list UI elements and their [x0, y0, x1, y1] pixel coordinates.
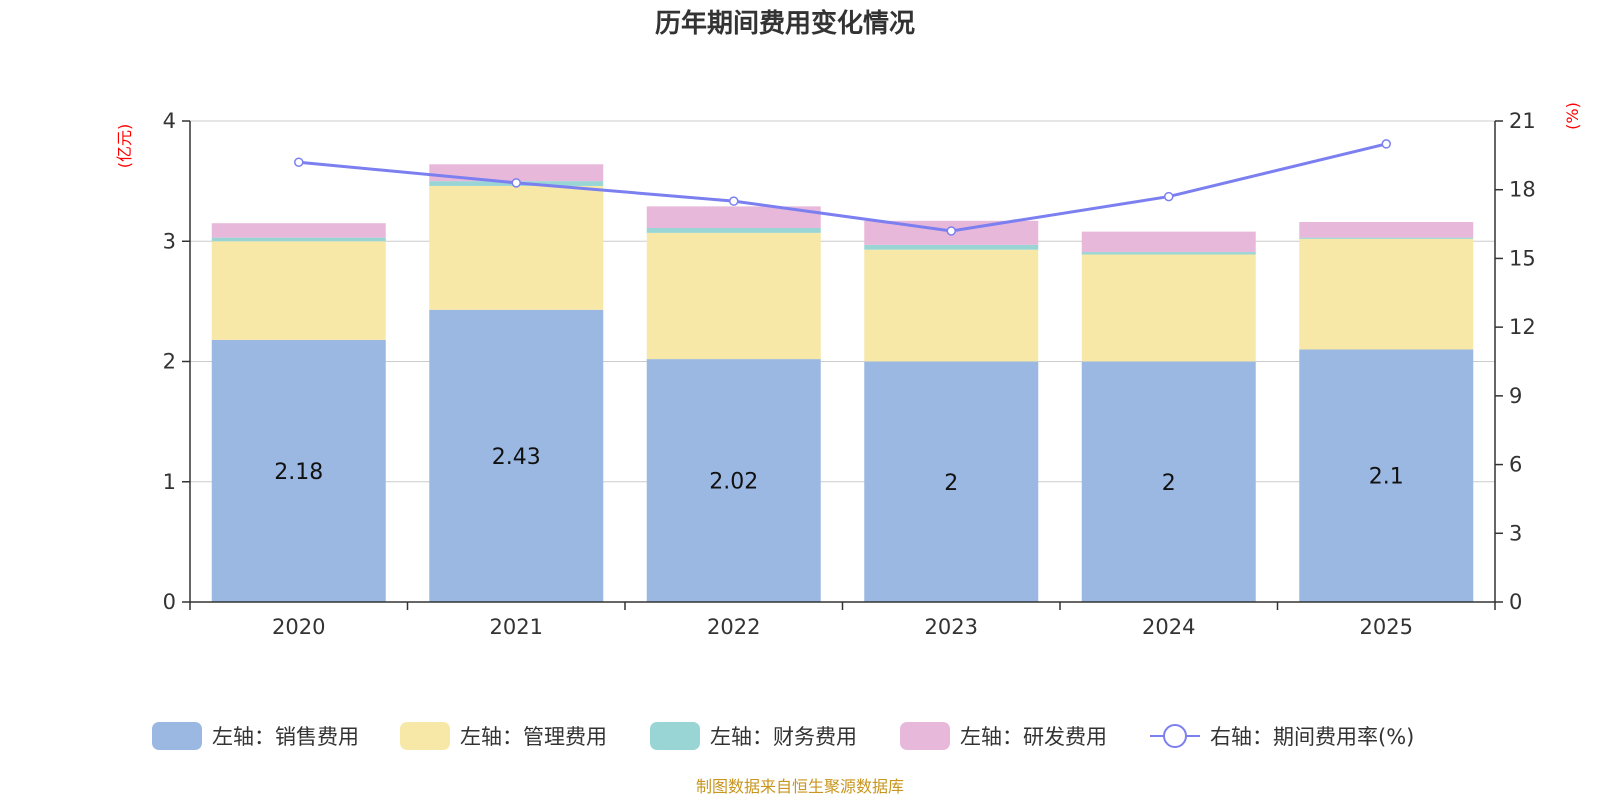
x-axis-tick-label: 2025 [1360, 615, 1413, 639]
legend[interactable]: 左轴：销售费用 左轴：管理费用 左轴：财务费用 左轴：研发费用 右轴：期间费用率(%) [152, 722, 1414, 750]
bar-segment[interactable] [211, 339, 386, 602]
bar-segment[interactable] [429, 185, 604, 310]
x-axis-tick-label: 2024 [1142, 615, 1195, 639]
right-axis-tick-label: 6 [1509, 453, 1522, 477]
bar-segment[interactable] [864, 249, 1039, 362]
right-axis-tick-label: 3 [1509, 521, 1522, 545]
line-point[interactable] [946, 226, 956, 236]
x-axis-tick-label: 2022 [707, 615, 760, 639]
left-axis-tick-label: 2 [163, 350, 176, 374]
bar-segment[interactable] [646, 206, 821, 229]
bar-segment[interactable] [646, 359, 821, 602]
legend-label: 左轴：财务费用 [710, 725, 857, 749]
legend-item[interactable]: 右轴：期间费用率(%) [1150, 724, 1414, 749]
right-axis-unit: (%) [1563, 102, 1582, 130]
right-axis-tick-label: 21 [1509, 109, 1536, 133]
bar-segment[interactable] [1299, 349, 1474, 602]
bar-data-label: 2.18 [274, 460, 323, 485]
bar-segment[interactable] [1081, 231, 1256, 253]
bar-segment[interactable] [646, 228, 821, 233]
legend-label: 左轴：管理费用 [460, 725, 607, 749]
bar-segment[interactable] [429, 164, 604, 182]
legend-marker-icon [1163, 724, 1187, 748]
bar-segment[interactable] [1299, 237, 1474, 239]
bar-segment[interactable] [646, 232, 821, 360]
x-axis-tick-label: 2020 [272, 615, 325, 639]
right-axis-tick-label: 9 [1509, 384, 1522, 408]
bar-segment[interactable] [1081, 252, 1256, 255]
legend-item[interactable]: 左轴：财务费用 [650, 722, 857, 750]
x-axis-tick-label: 2021 [490, 615, 543, 639]
bar-segment[interactable] [1299, 222, 1474, 238]
legend-swatch [650, 722, 700, 750]
left-axis-unit: (亿元) [115, 124, 134, 169]
bar-segment[interactable] [211, 223, 386, 238]
bar-segment[interactable] [1081, 254, 1256, 362]
left-axis-tick-label: 0 [163, 590, 176, 614]
legend-item[interactable]: 左轴：销售费用 [152, 722, 359, 750]
bar-data-label: 2 [944, 471, 958, 496]
legend-swatch [900, 722, 950, 750]
legend-label: 左轴：研发费用 [960, 725, 1107, 749]
bar-segment[interactable] [1081, 361, 1256, 603]
line-expense-ratio [298, 142, 1387, 233]
left-axis-tick-label: 4 [163, 109, 176, 133]
line-point[interactable] [294, 157, 304, 167]
bar-segment[interactable] [211, 237, 386, 242]
left-axis-tick-label: 1 [163, 470, 176, 494]
left-axis-tick-label: 3 [163, 229, 176, 253]
legend-item[interactable]: 左轴：研发费用 [900, 722, 1107, 750]
data-source: 制图数据来自恒生聚源数据库 [696, 777, 904, 796]
x-axis-tick-label: 2023 [925, 615, 978, 639]
line-point[interactable] [1381, 139, 1391, 149]
bar-segment[interactable] [429, 309, 604, 602]
bar-segment[interactable] [864, 244, 1039, 250]
bar-data-label: 2.02 [709, 470, 758, 495]
line-point[interactable] [1164, 191, 1174, 202]
right-axis-tick-label: 15 [1509, 246, 1536, 270]
bar-segment[interactable] [211, 241, 386, 340]
bar-data-label: 2.43 [492, 445, 541, 470]
line-point[interactable] [511, 178, 521, 188]
legend-label: 左轴：销售费用 [212, 725, 359, 749]
legend-swatch [400, 722, 450, 750]
legend-swatch [152, 722, 202, 750]
bar-segment[interactable] [864, 361, 1039, 603]
legend-item[interactable]: 左轴：管理费用 [400, 722, 607, 750]
bar-segment[interactable] [1299, 238, 1474, 350]
right-axis-tick-label: 0 [1509, 590, 1522, 614]
gridlines [190, 120, 1495, 483]
bars: 2.18 2.43 2.02 2 2 2.1 [211, 164, 1474, 603]
bar-data-label: 2.1 [1369, 465, 1404, 490]
line-point[interactable] [729, 196, 739, 206]
chart-title: 历年期间费用变化情况 [655, 8, 915, 39]
bar-data-label: 2 [1162, 471, 1176, 496]
right-axis-tick-label: 12 [1509, 315, 1536, 339]
line-series [294, 139, 1391, 236]
right-axis-tick-label: 18 [1509, 178, 1536, 202]
legend-label: 右轴：期间费用率(%) [1210, 725, 1414, 749]
